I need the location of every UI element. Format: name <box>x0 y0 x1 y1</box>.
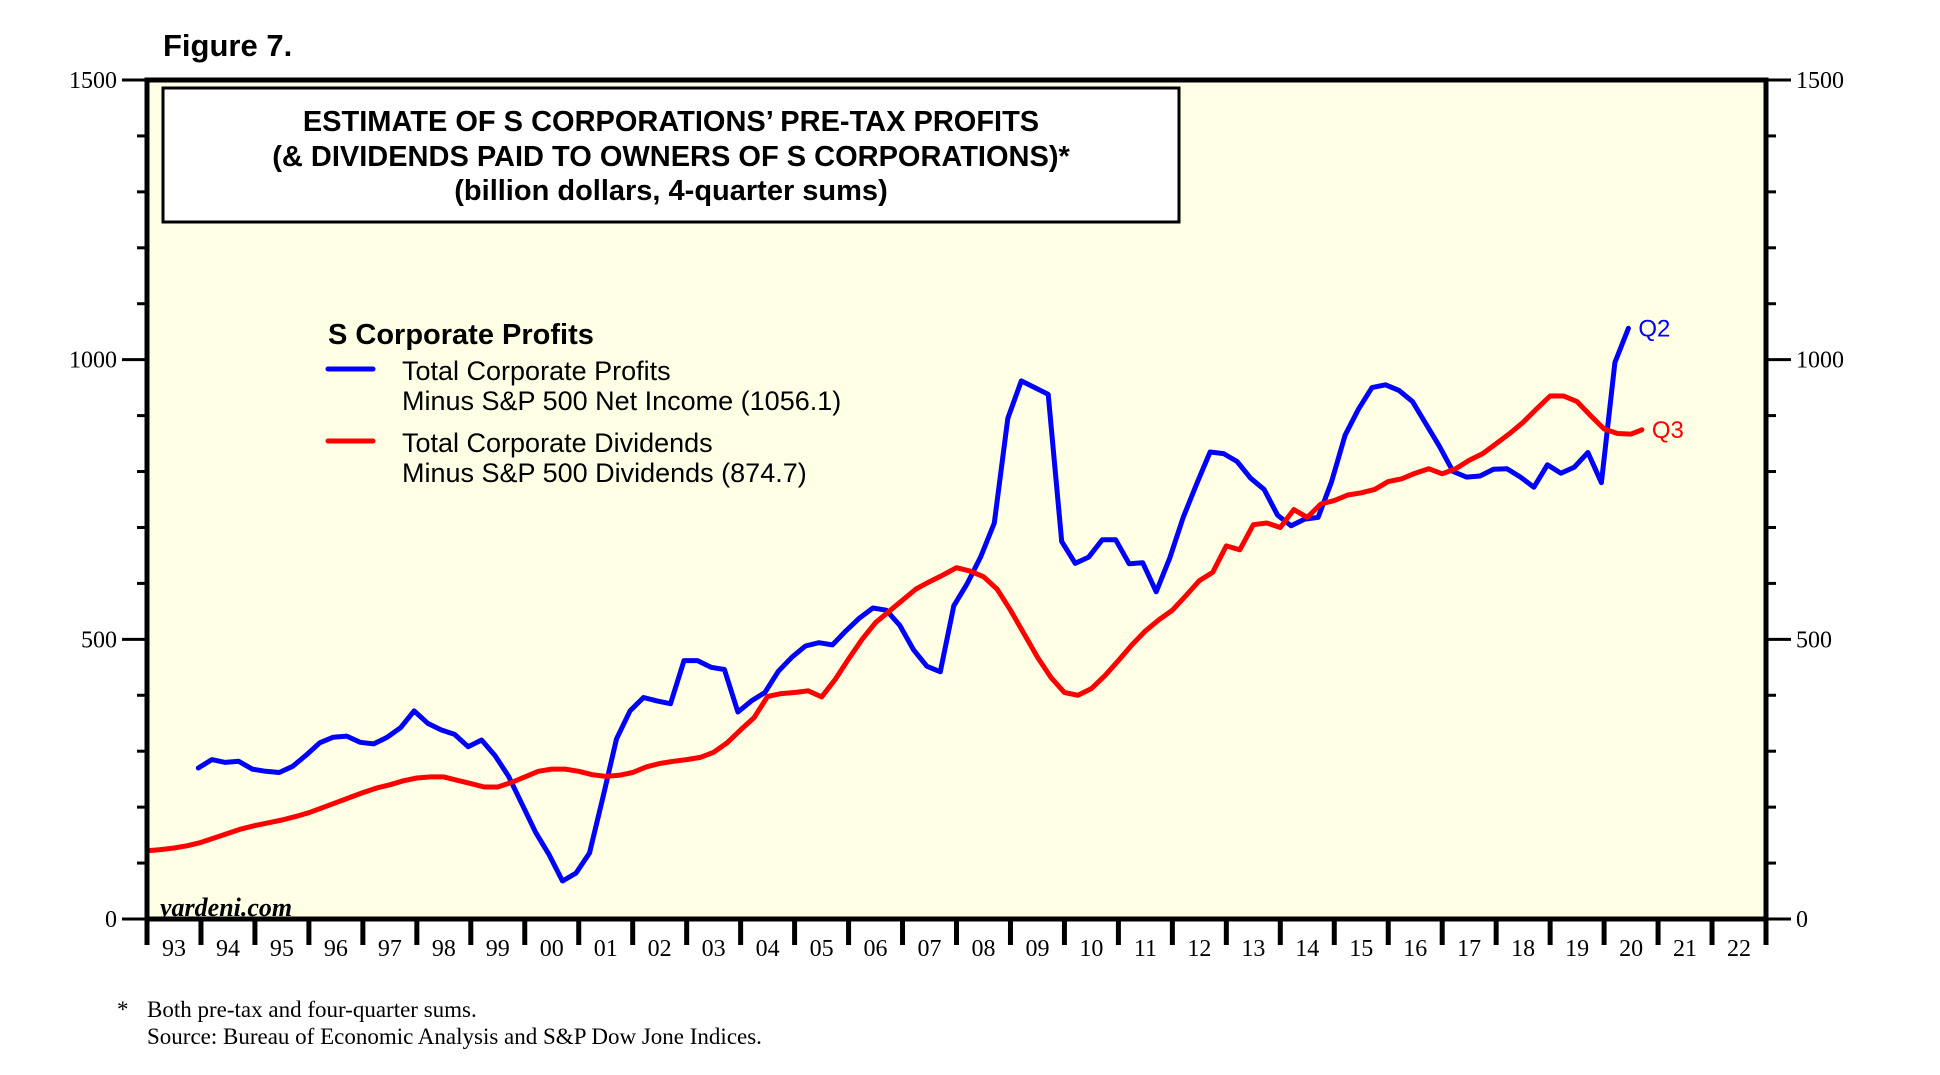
x-tick-label: 09 <box>1025 936 1049 962</box>
y-axis-right: 0 500 1000 1500 <box>1766 68 1844 933</box>
footnote-marker: * <box>117 997 129 1022</box>
series-layer <box>144 325 1645 884</box>
legend-profits-line-2: Minus S&P 500 Net Income (1056.1) <box>402 386 841 416</box>
x-tick-label: 07 <box>918 936 942 962</box>
y-tick-label: 1500 <box>1796 68 1844 94</box>
x-tick-label: 11 <box>1134 936 1157 962</box>
chart-title-line-2: (& DIVIDENDS PAID TO OWNERS OF S CORPORA… <box>272 141 1070 173</box>
x-tick-label: 04 <box>756 936 780 962</box>
y-tick-label: 500 <box>1796 627 1832 653</box>
y-tick-label: 1000 <box>69 348 117 374</box>
legend: S Corporate Profits Total Corporate Prof… <box>325 319 841 488</box>
series-line-dividends <box>144 393 1645 854</box>
y-tick-label: 500 <box>81 627 117 653</box>
y-axis-left: 0 500 1000 1500 <box>69 68 147 933</box>
x-tick-label: 17 <box>1457 936 1481 962</box>
x-tick-label: 05 <box>810 936 834 962</box>
legend-profits-line-1: Total Corporate Profits <box>402 356 671 386</box>
x-tick-label: 20 <box>1619 936 1643 962</box>
chart-subtitle: (billion dollars, 4-quarter sums) <box>454 175 887 207</box>
profits-end-label: Q2 <box>1638 315 1670 342</box>
title-box: ESTIMATE OF S CORPORATIONS’ PRE-TAX PROF… <box>161 86 1181 224</box>
y-tick-label: 1500 <box>69 68 117 94</box>
x-tick-label: 00 <box>540 936 564 962</box>
x-tick-label: 12 <box>1187 936 1211 962</box>
legend-title: S Corporate Profits <box>328 319 594 351</box>
x-tick-label: 19 <box>1565 936 1589 962</box>
x-tick-label: 15 <box>1349 936 1373 962</box>
x-tick-label: 94 <box>216 936 240 962</box>
x-tick-label: 95 <box>270 936 294 962</box>
x-tick-label: 02 <box>648 936 672 962</box>
y-tick-label: 0 <box>105 907 117 933</box>
dividends-end-label: Q3 <box>1652 417 1684 444</box>
x-tick-label: 18 <box>1511 936 1535 962</box>
x-tick-label: 13 <box>1241 936 1265 962</box>
chart-title-line-1: ESTIMATE OF S CORPORATIONS’ PRE-TAX PROF… <box>303 106 1039 138</box>
footnote-source: Source: Bureau of Economic Analysis and … <box>147 1024 762 1049</box>
x-tick-label: 14 <box>1295 936 1319 962</box>
x-tick-label: 16 <box>1403 936 1427 962</box>
x-tick-label: 06 <box>864 936 888 962</box>
footnote-line-1: Both pre-tax and four-quarter sums. <box>147 997 477 1022</box>
x-tick-label: 10 <box>1079 936 1103 962</box>
y-tick-label: 0 <box>1796 907 1808 933</box>
x-tick-label: 21 <box>1673 936 1697 962</box>
x-axis: 93 94 95 96 97 98 99 00 01 02 03 04 05 06 07 08 09 10 11 12… <box>144 919 1769 962</box>
x-tick-label: 98 <box>432 936 456 962</box>
y-tick-label: 1000 <box>1796 348 1844 374</box>
footnote: * Both pre-tax and four-quarter sums. Sou… <box>117 996 762 1050</box>
x-tick-label: 08 <box>971 936 995 962</box>
x-tick-label: 22 <box>1727 936 1751 962</box>
x-tick-label: 01 <box>594 936 618 962</box>
legend-dividends-line-1: Total Corporate Dividends <box>402 428 713 458</box>
x-tick-label: 93 <box>162 936 186 962</box>
figure-label: Figure 7. <box>163 28 293 63</box>
x-tick-label: 03 <box>702 936 726 962</box>
x-tick-label: 97 <box>378 936 402 962</box>
x-tick-label: 96 <box>324 936 348 962</box>
watermark: yardeni.com <box>157 893 292 922</box>
x-tick-label: 99 <box>486 936 510 962</box>
legend-dividends-line-2: Minus S&P 500 Dividends (874.7) <box>402 458 807 488</box>
series-line-profits <box>195 325 1631 884</box>
